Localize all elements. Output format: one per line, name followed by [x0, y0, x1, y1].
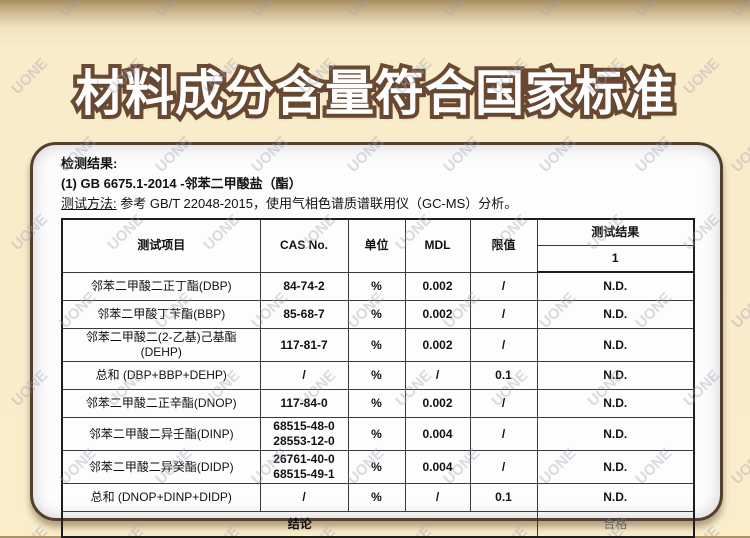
- table-row: 邻苯二甲酸二(2-乙基)己基酯(DEHP) 117-81-7 % 0.002 /…: [61, 328, 695, 362]
- col-header-result-sub: 1: [536, 245, 695, 273]
- cell-result: N.D.: [536, 300, 695, 329]
- table-row: 总和 (DBP+BBP+DEHP) / % / 0.1 N.D.: [61, 361, 695, 390]
- cell-result: N.D.: [536, 328, 695, 362]
- cell-result: N.D.: [536, 361, 695, 390]
- cell-result: N.D.: [536, 271, 695, 301]
- watermark-text: UONE: [728, 445, 750, 488]
- cell-limit: 0.1: [469, 483, 538, 512]
- table-row: 总和 (DNOP+DINP+DIDP) / % / 0.1 N.D.: [61, 483, 695, 512]
- cell-limit: /: [469, 417, 538, 451]
- cell-limit: 0.1: [469, 361, 538, 390]
- watermark-text: UONE: [152, 0, 195, 20]
- table-row: 邻苯二甲酸丁苄酯(BBP) 85-68-7 % 0.002 / N.D.: [61, 300, 695, 329]
- cell-cas: 117-84-0: [259, 389, 349, 418]
- cell-unit: %: [347, 450, 406, 484]
- table-row: 邻苯二甲酸二异癸酯(DIDP) 26761-40-0 68515-49-1 % …: [61, 450, 695, 484]
- conclusion-value: 合格: [536, 511, 695, 538]
- cell-limit: /: [469, 450, 538, 484]
- cell-limit: /: [469, 389, 538, 418]
- watermark-text: UONE: [728, 0, 750, 20]
- watermark-text: UONE: [0, 289, 4, 332]
- conclusion-label: 结论: [61, 511, 538, 538]
- cell-mdl: 0.002: [404, 300, 471, 329]
- table-row: 邻苯二甲酸二正丁酯(DBP) 84-74-2 % 0.002 / N.D.: [61, 271, 695, 301]
- cell-unit: %: [347, 271, 406, 301]
- cell-cas: 117-81-7: [259, 328, 349, 362]
- standard-line: (1) GB 6675.1-2014 -邻苯二甲酸盐（酯）: [61, 176, 302, 191]
- cell-item: 邻苯二甲酸丁苄酯(BBP): [61, 300, 261, 329]
- watermark-text: UONE: [248, 0, 291, 20]
- cell-result: N.D.: [536, 450, 695, 484]
- cell-cas: 26761-40-0 68515-49-1: [259, 450, 349, 484]
- col-header-mdl: MDL: [404, 218, 471, 273]
- cell-item: 邻苯二甲酸二异壬酯(DINP): [61, 417, 261, 451]
- page-title: 材料成分含量符合国家标准: [71, 63, 678, 125]
- cell-cas: 84-74-2: [259, 271, 349, 301]
- cell-cas: 68515-48-0 28553-12-0: [259, 417, 349, 451]
- cell-item: 邻苯二甲酸二(2-乙基)己基酯(DEHP): [61, 328, 261, 362]
- cell-cas: /: [259, 361, 349, 390]
- watermark-text: UONE: [8, 523, 51, 536]
- cell-unit: %: [347, 361, 406, 390]
- watermark-text: UONE: [728, 289, 750, 332]
- cell-limit: /: [469, 271, 538, 301]
- cell-item: 邻苯二甲酸二正丁酯(DBP): [61, 271, 261, 301]
- cell-mdl: /: [404, 483, 471, 512]
- results-table: 测试项目 CAS No. 单位 MDL 限值 测试结果 1 邻苯二甲酸二正丁酯(…: [61, 218, 695, 538]
- test-report-panel: 检测结果: (1) GB 6675.1-2014 -邻苯二甲酸盐（酯） 测试方法…: [30, 142, 723, 538]
- col-header-unit: 单位: [347, 218, 406, 273]
- table-row: 邻苯二甲酸二异壬酯(DINP) 68515-48-0 28553-12-0 % …: [61, 417, 695, 451]
- table-row: 邻苯二甲酸二正辛酯(DNOP) 117-84-0 % 0.002 / N.D.: [61, 389, 695, 418]
- watermark-text: UONE: [56, 0, 99, 20]
- conclusion-row: 结论 合格: [61, 511, 695, 538]
- cell-result: N.D.: [536, 417, 695, 451]
- cell-unit: %: [347, 483, 406, 512]
- cell-mdl: /: [404, 361, 471, 390]
- cell-result: N.D.: [536, 483, 695, 512]
- col-header-item: 测试项目: [61, 218, 261, 273]
- cell-unit: %: [347, 328, 406, 362]
- cell-result: N.D.: [536, 389, 695, 418]
- col-header-cas: CAS No.: [259, 218, 349, 273]
- watermark-text: UONE: [0, 133, 4, 176]
- cell-cas: 85-68-7: [259, 300, 349, 329]
- cell-limit: /: [469, 328, 538, 362]
- watermark-text: UONE: [0, 445, 4, 488]
- col-header-result: 测试结果: [536, 218, 695, 246]
- watermark-text: UONE: [536, 0, 579, 20]
- cell-mdl: 0.002: [404, 389, 471, 418]
- cell-item: 邻苯二甲酸二异癸酯(DIDP): [61, 450, 261, 484]
- cell-mdl: 0.002: [404, 271, 471, 301]
- header-subrow: 1: [62, 245, 695, 273]
- cell-unit: %: [347, 389, 406, 418]
- cell-mdl: 0.004: [404, 450, 471, 484]
- cell-cas: /: [259, 483, 349, 512]
- method-line: 测试方法: 参考 GB/T 22048-2015，使用气相色谱质谱联用仪（GC-…: [61, 194, 698, 214]
- cell-item: 总和 (DBP+BBP+DEHP): [61, 361, 261, 390]
- cell-item: 邻苯二甲酸二正辛酯(DNOP): [61, 389, 261, 418]
- cell-unit: %: [347, 417, 406, 451]
- cell-item: 总和 (DNOP+DINP+DIDP): [61, 483, 261, 512]
- watermark-text: UONE: [632, 0, 675, 20]
- report-heading: 检测结果:: [61, 156, 118, 171]
- watermark-text: UONE: [440, 0, 483, 20]
- cell-mdl: 0.002: [404, 328, 471, 362]
- report-content: 检测结果: (1) GB 6675.1-2014 -邻苯二甲酸盐（酯） 测试方法…: [61, 154, 698, 538]
- watermark-text: UONE: [728, 133, 750, 176]
- header-row: 测试项目 CAS No. 单位 MDL 限值 测试结果: [61, 218, 695, 273]
- col-header-limit: 限值: [469, 218, 538, 273]
- cell-unit: %: [347, 300, 406, 329]
- method-text: 参考 GB/T 22048-2015，使用气相色谱质谱联用仪（GC-MS）分析。: [116, 196, 518, 211]
- method-label: 测试方法:: [61, 196, 117, 211]
- watermark-text: UONE: [344, 0, 387, 20]
- cell-limit: /: [469, 300, 538, 329]
- cell-mdl: 0.004: [404, 417, 471, 451]
- watermark-text: UONE: [0, 0, 3, 20]
